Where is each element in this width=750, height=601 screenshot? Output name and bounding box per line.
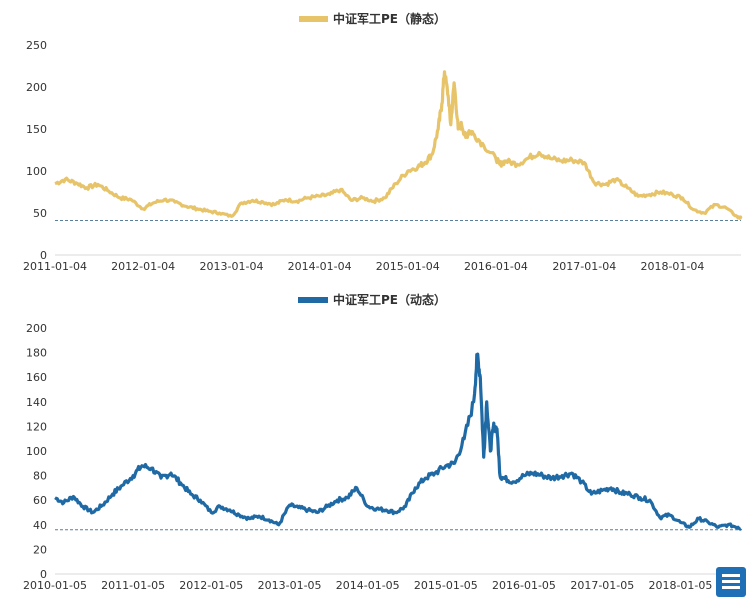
x-axis: 2011-01-04 2012-01-04 2013-01-04 2014-01-04… (23, 260, 704, 273)
x-tick-label: 2015-01-05 (414, 579, 478, 592)
y-tick-label: 20 (33, 543, 47, 556)
y-axis: 0 20 40 60 80 100 120 140 160 180 200 (26, 322, 47, 581)
legend-label: 中证军工PE（动态） (333, 292, 446, 307)
y-tick-label: 200 (26, 81, 47, 94)
series-line (54, 70, 743, 220)
x-tick-label: 2018-01-05 (648, 579, 712, 592)
y-tick-label: 40 (33, 519, 47, 532)
dynamic-pe-chart: 中证军工PE（动态） 0 20 40 60 80 100 120 140 160 180 200 2… (23, 292, 743, 592)
x-axis: 2010-01-05 2011-01-05 2012-01-05 2013-01-05… (23, 579, 712, 592)
y-tick-label: 80 (33, 470, 47, 483)
x-tick-label: 2017-01-05 (570, 579, 634, 592)
y-tick-label: 50 (33, 207, 47, 220)
y-axis: 0 50 100 150 200 250 (26, 39, 47, 262)
y-tick-label: 0 (40, 249, 47, 262)
x-tick-label: 2013-01-05 (258, 579, 322, 592)
series-line (54, 352, 743, 531)
x-tick-label: 2015-01-04 (376, 260, 440, 273)
y-tick-label: 100 (26, 165, 47, 178)
y-tick-label: 0 (40, 568, 47, 581)
y-tick-label: 180 (26, 347, 47, 360)
y-tick-label: 120 (26, 420, 47, 433)
x-tick-label: 2012-01-05 (179, 579, 243, 592)
x-tick-label: 2013-01-04 (200, 260, 264, 273)
y-tick-label: 160 (26, 371, 47, 384)
x-tick-label: 2012-01-04 (111, 260, 175, 273)
legend-label: 中证军工PE（静态） (333, 11, 446, 26)
logo-icon (716, 567, 746, 597)
y-tick-label: 140 (26, 396, 47, 409)
y-tick-label: 250 (26, 39, 47, 52)
y-tick-label: 60 (33, 494, 47, 507)
y-tick-label: 200 (26, 322, 47, 335)
y-tick-label: 100 (26, 445, 47, 458)
y-tick-label: 150 (26, 123, 47, 136)
x-tick-label: 2010-01-05 (23, 579, 87, 592)
x-tick-label: 2011-01-05 (101, 579, 165, 592)
x-tick-label: 2016-01-04 (464, 260, 528, 273)
x-tick-label: 2017-01-04 (552, 260, 616, 273)
x-tick-label: 2014-01-05 (336, 579, 400, 592)
x-tick-label: 2014-01-04 (288, 260, 352, 273)
x-tick-label: 2011-01-04 (23, 260, 87, 273)
x-tick-label: 2018-01-04 (640, 260, 704, 273)
x-tick-label: 2016-01-05 (492, 579, 556, 592)
